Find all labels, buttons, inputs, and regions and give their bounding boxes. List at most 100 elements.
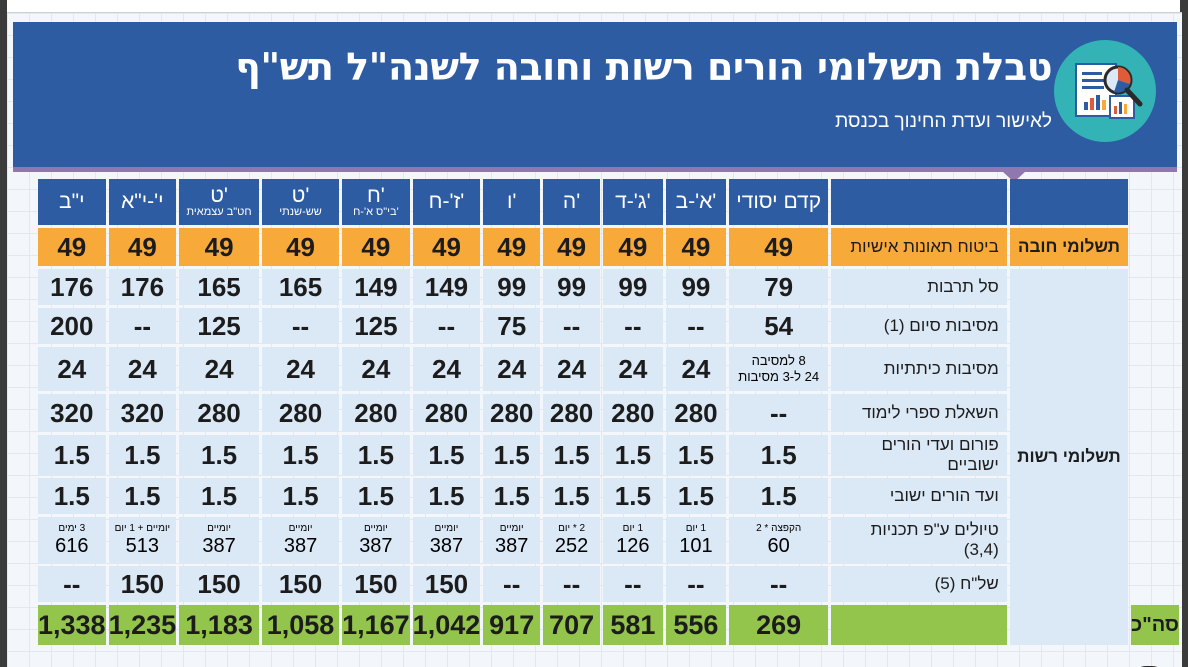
table-cell: 1.5 [603, 435, 663, 475]
table-cell: 150 [179, 566, 259, 602]
table-cell: 49 [342, 228, 410, 266]
table-cell: 79 [729, 269, 829, 305]
table-cell: 24 [38, 347, 106, 391]
window-right-border [1182, 12, 1188, 667]
report-magnifier-icon [1054, 40, 1156, 142]
table-cell: -- [38, 566, 106, 602]
trip-cell: הקפצה * 2 60 [729, 517, 829, 563]
table-cell: 24 [483, 347, 541, 391]
table-cell: 280 [543, 394, 601, 432]
table-cell: 24 [543, 347, 601, 391]
table-cell: 149 [342, 269, 410, 305]
table-cell: 125 [179, 308, 259, 344]
table-cell: 1.5 [603, 478, 663, 514]
table-cell: -- [483, 566, 541, 602]
total-cell: 581 [603, 605, 663, 645]
total-cell: 917 [483, 605, 541, 645]
table-cell: 49 [179, 228, 259, 266]
payments-table: י"ב י'-י"א ט' חט"ב עצמאית ט' שש-שנתי ח' בי"… [35, 176, 1182, 648]
table-cell: 150 [108, 566, 177, 602]
col-header: ו' [483, 179, 541, 225]
total-cell: 269 [729, 605, 829, 645]
table-cell: 280 [342, 394, 410, 432]
col-header: ה' [543, 179, 601, 225]
table-cell: 280 [262, 394, 340, 432]
table-cell: 99 [543, 269, 601, 305]
trip-cell: 1 יום 101 [665, 517, 727, 563]
table-cell: 165 [262, 269, 340, 305]
trip-cell: 1 יום 126 [603, 517, 663, 563]
table-cell: -- [665, 308, 727, 344]
table-cell: 1.5 [108, 435, 177, 475]
table-cell: 49 [483, 228, 541, 266]
table-cell: -- [262, 308, 340, 344]
table-cell: 49 [543, 228, 601, 266]
table-cell: 1.5 [262, 435, 340, 475]
mandatory-row: 49 49 49 49 49 49 49 49 49 49 49 ביטוח ת… [38, 228, 1179, 266]
table-row: 320 320 280 280 280 280 280 280 280 280 … [38, 394, 1179, 432]
table-cell: 1.5 [342, 478, 410, 514]
row-label: של"ח (5) [831, 566, 1007, 602]
total-cell: 707 [543, 605, 601, 645]
col-header: קדם יסודי [729, 179, 829, 225]
row-label: סל תרבות [831, 269, 1007, 305]
preschool-party-note: 8 למסיבה 24 ל-3 מסיבות [729, 347, 829, 391]
col-header: י'-י"א [108, 179, 177, 225]
table-cell: -- [665, 566, 727, 602]
row-label: מסיבות כיתתיות [831, 347, 1007, 391]
table-cell: 24 [412, 347, 481, 391]
trips-row: 3 ימים 616 יומיים + 1 יום 513 יומיים 387 יו… [38, 517, 1179, 563]
table-cell: 49 [729, 228, 829, 266]
total-cell: 1,338 [38, 605, 106, 645]
table-cell: 24 [179, 347, 259, 391]
table-cell: 280 [665, 394, 727, 432]
table-cell: 320 [108, 394, 177, 432]
table-cell: 49 [38, 228, 106, 266]
total-cell: 1,058 [262, 605, 340, 645]
trip-cell: יומיים 387 [179, 517, 259, 563]
col-header: ז'-ח' [412, 179, 481, 225]
table-cell: 75 [483, 308, 541, 344]
table-cell: 99 [665, 269, 727, 305]
table-cell: 49 [108, 228, 177, 266]
table-cell: 49 [603, 228, 663, 266]
table-cell: 320 [38, 394, 106, 432]
table-cell: 280 [603, 394, 663, 432]
table-cell: 125 [342, 308, 410, 344]
table-cell: 1.5 [543, 478, 601, 514]
trip-cell: יומיים + 1 יום 513 [108, 517, 177, 563]
header-row: י"ב י'-י"א ט' חט"ב עצמאית ט' שש-שנתי ח' בי"… [38, 179, 1179, 225]
table-cell: 280 [412, 394, 481, 432]
table-cell: 49 [262, 228, 340, 266]
table-cell: 150 [342, 566, 410, 602]
row-label: ביטוח תאונות אישיות [831, 228, 1007, 266]
table-cell: 99 [483, 269, 541, 305]
table-cell: 1.5 [483, 435, 541, 475]
total-cell: 1,167 [342, 605, 410, 645]
table-cell: 1.5 [665, 435, 727, 475]
table-cell: 150 [412, 566, 481, 602]
header-spacer [831, 179, 1007, 225]
table-row: 1.5 1.5 1.5 1.5 1.5 1.5 1.5 1.5 1.5 1.5 … [38, 478, 1179, 514]
total-row: 1,338 1,235 1,183 1,058 1,167 1,042 917 … [38, 605, 1179, 645]
total-cell: 556 [665, 605, 727, 645]
col-header: ג'-ד' [603, 179, 663, 225]
table-cell: 149 [412, 269, 481, 305]
trip-cell: יומיים 387 [483, 517, 541, 563]
total-spacer [831, 605, 1007, 645]
col-header: א'-ב' [665, 179, 727, 225]
trip-cell: יומיים 387 [412, 517, 481, 563]
trip-cell: 3 ימים 616 [38, 517, 106, 563]
table-cell: 1.5 [179, 435, 259, 475]
table-cell: -- [108, 308, 177, 344]
col-header: ט' שש-שנתי [262, 179, 340, 225]
table-cell: 200 [38, 308, 106, 344]
row-label: פורום ועדי הורים ישוביים [831, 435, 1007, 475]
row-label: השאלת ספרי לימוד [831, 394, 1007, 432]
header-spacer [1009, 179, 1129, 225]
table-row: 1.5 1.5 1.5 1.5 1.5 1.5 1.5 1.5 1.5 1.5 … [38, 435, 1179, 475]
slide: טבלת תשלומי הורים רשות וחובה לשנה"ל תש"ף… [7, 13, 1182, 667]
category-mandatory: תשלומי חובה [1009, 228, 1129, 266]
table-cell: 280 [179, 394, 259, 432]
table-cell: 24 [108, 347, 177, 391]
